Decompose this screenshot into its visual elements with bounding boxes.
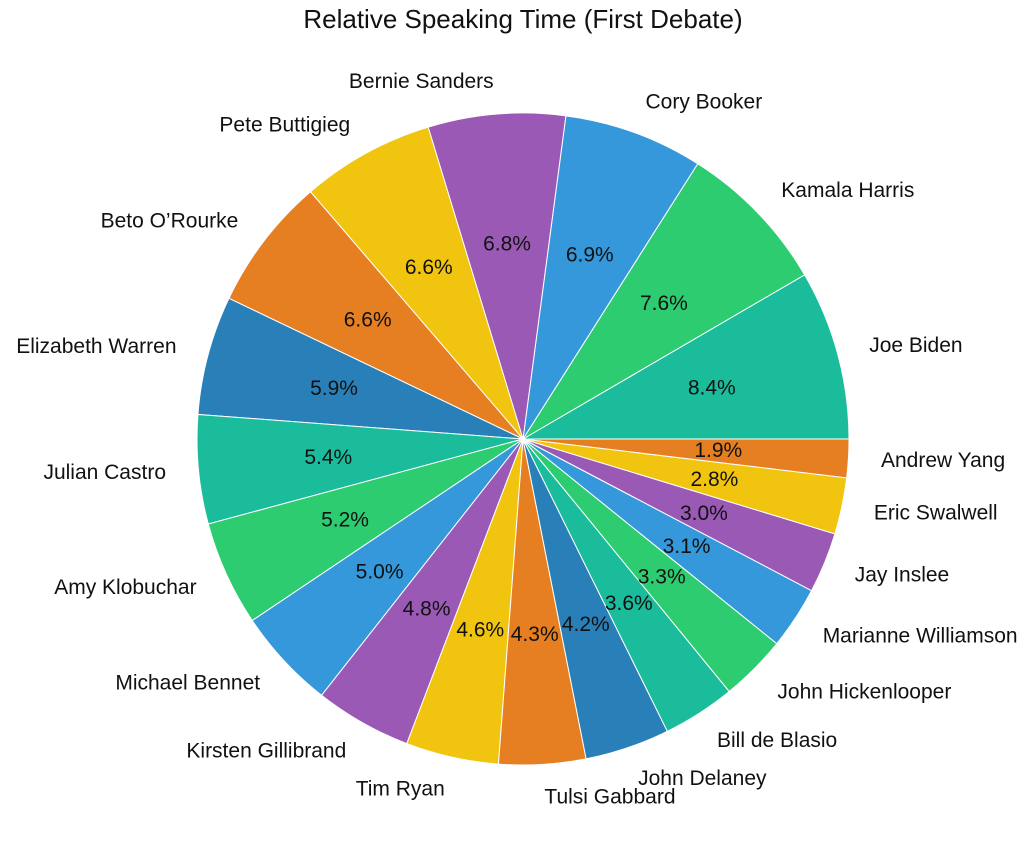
pie-slice-joe-biden <box>521 274 850 440</box>
slice-label-bernie-sanders: Bernie Sanders <box>349 70 494 93</box>
slice-label-cory-booker: Cory Booker <box>646 91 763 114</box>
slice-label-john-hickenlooper: John Hickenlooper <box>777 680 951 703</box>
percent-label-jay-inslee: 3.0% <box>680 502 728 525</box>
slice-label-amy-klobuchar: Amy Klobuchar <box>54 576 196 599</box>
percent-label-kamala-harris: 7.6% <box>640 292 688 315</box>
percent-label-eric-swalwell: 2.8% <box>690 468 738 491</box>
slice-labels: Joe Biden Kamala Harris Cory Booker Bernie … <box>16 70 1017 808</box>
slice-label-elizabeth-warren: Elizabeth Warren <box>16 335 176 358</box>
pie-slice-pete-buttigieg <box>309 126 524 440</box>
slice-label-pete-buttigieg: Pete Buttigieg <box>219 113 350 136</box>
percent-label-tim-ryan: 4.6% <box>456 618 504 641</box>
pie-slice-kamala-harris <box>522 163 806 440</box>
percent-label-cory-booker: 6.9% <box>566 244 614 267</box>
slice-label-tim-ryan: Tim Ryan <box>356 778 445 801</box>
percent-label-bill-de-blasio: 3.6% <box>605 592 653 615</box>
slice-label-kirsten-gillibrand: Kirsten Gillibrand <box>186 740 346 763</box>
slice-label-john-delaney: John Delaney <box>638 767 767 790</box>
slice-label-julian-castro: Julian Castro <box>43 461 166 484</box>
percent-label-michael-bennet: 5.0% <box>356 561 404 584</box>
pie-slice-beto-o-rourke <box>228 191 524 440</box>
slice-label-tulsi-gabbard: Tulsi Gabbard <box>544 786 675 809</box>
slice-label-kamala-harris: Kamala Harris <box>781 179 914 202</box>
pie-slice-bernie-sanders <box>427 112 567 440</box>
pie-slice-andrew-yang <box>522 438 850 479</box>
percent-label-marianne-williamson: 3.1% <box>663 535 711 558</box>
slice-label-eric-swalwell: Eric Swalwell <box>874 501 998 524</box>
percent-label-bernie-sanders: 6.8% <box>483 233 531 256</box>
slice-label-jay-inslee: Jay Inslee <box>855 564 950 587</box>
percent-label-beto-o-rourke: 6.6% <box>344 309 392 332</box>
slice-label-bill-de-blasio: Bill de Blasio <box>717 729 837 752</box>
chart-title: Relative Speaking Time (First Debate) <box>303 4 742 34</box>
percent-label-tulsi-gabbard: 4.3% <box>511 623 559 646</box>
percent-label-joe-biden: 8.4% <box>688 377 736 400</box>
slice-label-joe-biden: Joe Biden <box>869 334 962 357</box>
slice-label-michael-bennet: Michael Bennet <box>115 671 260 694</box>
pie-slice-elizabeth-warren <box>197 297 524 440</box>
percent-label-pete-buttigieg: 6.6% <box>405 256 453 279</box>
pie-slices <box>196 112 850 766</box>
percent-label-julian-castro: 5.4% <box>304 446 352 469</box>
slice-label-marianne-williamson: Marianne Williamson <box>823 624 1018 647</box>
percent-label-john-delaney: 4.2% <box>562 613 610 636</box>
percent-label-amy-klobuchar: 5.2% <box>321 509 369 532</box>
slice-label-andrew-yang: Andrew Yang <box>881 449 1005 472</box>
percent-labels: 8.4% 7.6% 6.9% 6.8% 6.6% 6.6% 5.9% 5.4% 5.2% 5.0%… <box>304 233 742 646</box>
slice-label-beto-o-rourke: Beto O’Rourke <box>101 210 239 233</box>
percent-label-elizabeth-warren: 5.9% <box>310 377 358 400</box>
percent-label-john-hickenlooper: 3.3% <box>638 565 686 588</box>
percent-label-kirsten-gillibrand: 4.8% <box>403 598 451 621</box>
percent-label-andrew-yang: 1.9% <box>694 439 742 462</box>
pie-slice-cory-booker <box>522 115 699 440</box>
